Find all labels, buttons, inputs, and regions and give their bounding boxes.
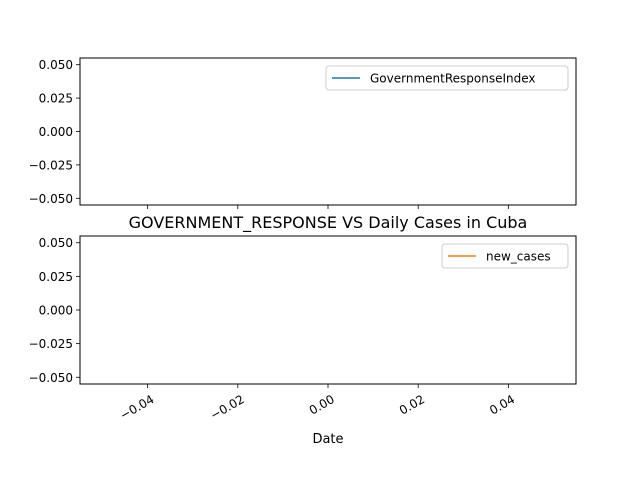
subplot-bottom-x-axis-label: Date xyxy=(312,432,343,447)
subplot-bottom: GOVERNMENT_RESPONSE VS Daily Cases in Cu… xyxy=(29,213,577,447)
subplot-bottom-title: GOVERNMENT_RESPONSE VS Daily Cases in Cu… xyxy=(129,213,528,233)
subplot-bottom-frame xyxy=(79,235,577,385)
subplot-bottom-y-tick-label: −0.050 xyxy=(29,371,73,385)
subplot-bottom-legend-label: new_cases xyxy=(486,250,551,264)
subplot-bottom-y-tick-label: 0.050 xyxy=(39,236,73,250)
subplot-bottom-y-tick-label: −0.025 xyxy=(29,337,73,351)
subplot-top-y-ticks: 0.050 0.025 0.000 −0.025 −0.050 xyxy=(29,58,80,206)
subplot-bottom-y-tick-label: 0.025 xyxy=(39,270,73,284)
subplot-bottom-legend-box xyxy=(441,243,569,269)
subplot-top: 0.050 0.025 0.000 −0.025 −0.050 GovernmentRe… xyxy=(29,57,577,209)
subplot-top-y-tick-label: 0.025 xyxy=(39,92,73,106)
subplot-top-y-tick-label: 0.050 xyxy=(39,58,73,72)
subplot-top-legend-label: GovernmentResponseIndex xyxy=(370,72,536,86)
subplot-top-legend-box xyxy=(325,65,569,91)
subplot-bottom-y-ticks: 0.050 0.025 0.000 −0.025 −0.050 xyxy=(29,236,80,385)
subplot-bottom-y-tick-label: 0.000 xyxy=(39,304,73,318)
subplot-top-y-tick-label: 0.000 xyxy=(39,125,73,139)
subplot-bottom-legend: new_cases xyxy=(441,243,569,269)
subplot-top-y-tick-label: −0.050 xyxy=(29,192,73,206)
subplot-top-legend: GovernmentResponseIndex xyxy=(325,65,569,91)
subplot-top-x-ticks xyxy=(147,205,509,209)
subplot-top-y-tick-label: −0.025 xyxy=(29,158,73,172)
subplot-top-frame xyxy=(79,57,577,206)
